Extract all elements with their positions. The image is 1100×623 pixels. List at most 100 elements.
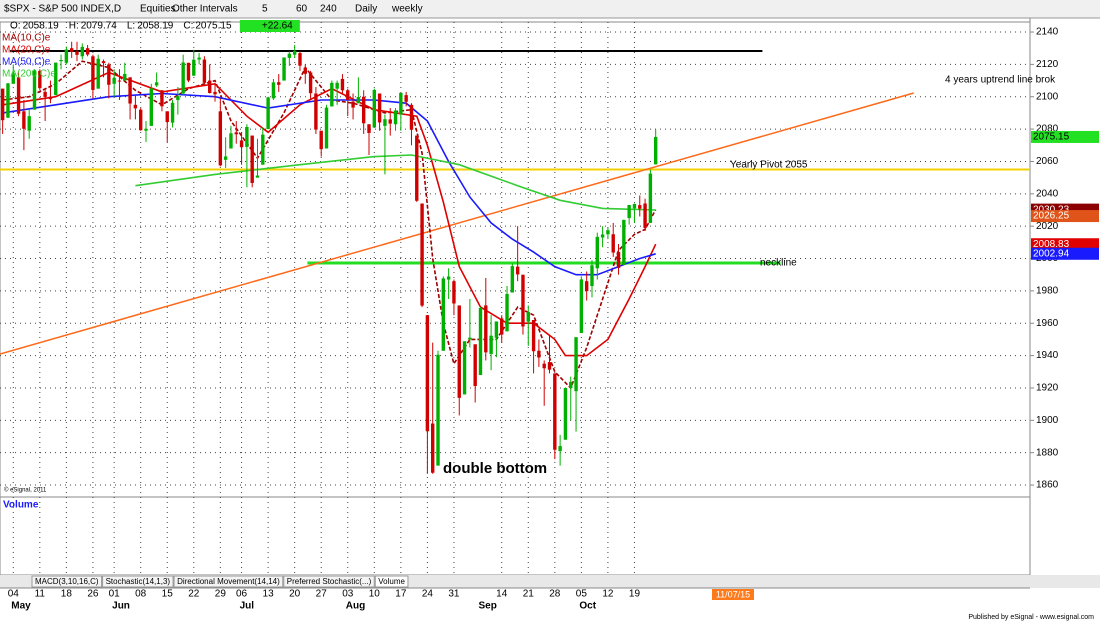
last-value-box [1031, 247, 1099, 260]
candle-body [393, 110, 398, 125]
candle-body [234, 132, 238, 135]
candle-body [80, 46, 84, 57]
tab[interactable]: Volume [378, 577, 405, 586]
quote-net-box [239, 20, 300, 32]
candle-body [255, 175, 260, 178]
y-tick-label: 2080 [1036, 124, 1059, 135]
copyright: © eSignal, 2011 [4, 487, 47, 494]
last-value-box [1031, 238, 1099, 251]
x-tick-label: 13 [263, 589, 275, 600]
toolbar-item[interactable]: Daily [355, 4, 377, 15]
candle-body [6, 83, 10, 118]
x-tick-label: 20 [289, 589, 301, 600]
x-tick-label: 18 [61, 589, 73, 600]
candle-body [91, 56, 95, 90]
x-tick-label: 27 [316, 589, 328, 600]
toolbar-item[interactable]: 5 [262, 4, 268, 15]
candle-body [388, 119, 392, 124]
candle-body [218, 111, 223, 166]
tab[interactable]: MACD(3,10,16,C) [35, 577, 99, 586]
candle-body [85, 48, 90, 55]
candle-body [526, 311, 530, 322]
candle-body [377, 93, 382, 123]
y-tick-label: 2020 [1036, 221, 1059, 232]
month-label: Oct [579, 601, 596, 612]
candle-body [107, 64, 111, 85]
toolbar-item[interactable]: weekly [391, 4, 423, 15]
quote-value: 2058.19 [23, 21, 60, 32]
candle-body [186, 62, 191, 81]
candle-body [542, 363, 546, 369]
candle-body [149, 88, 154, 126]
candle-body [558, 446, 562, 452]
candle-body [308, 72, 313, 94]
x-tick-label: 06 [236, 589, 248, 600]
date-marker: 11/07/15 [716, 589, 750, 599]
toolbar-item[interactable]: 60 [296, 4, 308, 15]
candle-body [584, 281, 589, 292]
quote-value: 2075.15 [195, 21, 232, 32]
quote-value: +22.64 [262, 21, 293, 32]
toolbar-item[interactable]: 240 [320, 4, 337, 15]
tab[interactable]: Preferred Stochastic(...) [287, 577, 372, 586]
candle-body [292, 50, 297, 55]
volume-title: Volume [3, 500, 39, 511]
candle-body [48, 96, 53, 100]
candle-body [494, 321, 499, 338]
candle-body [287, 53, 292, 58]
candle-body [138, 109, 143, 131]
candle-body [473, 344, 477, 387]
x-tick-label: 17 [395, 589, 407, 600]
last-value-box [1031, 130, 1099, 143]
toolbar-item[interactable]: Equities [140, 4, 176, 15]
candle-body [399, 92, 403, 115]
candle-body [239, 140, 244, 148]
candle-body [303, 67, 307, 74]
toolbar-item[interactable]: Other Intervals [172, 4, 238, 15]
tab-box [31, 575, 103, 588]
x-tick-label: 14 [496, 589, 508, 600]
candle-body [431, 423, 435, 473]
candle-body [457, 305, 461, 398]
chart-title: $SPX - S&P 500 INDEX,D [4, 4, 121, 15]
annotation: 4 years uptrend line brok [945, 75, 1056, 86]
candle-body [59, 60, 63, 62]
candle-body [643, 203, 647, 228]
x-tick-label: 22 [188, 589, 200, 600]
annotation: double bottom [443, 460, 547, 477]
x-tick-label: 28 [549, 589, 561, 600]
y-tick-label: 2120 [1036, 59, 1059, 70]
candle-body [648, 173, 653, 223]
month-label: Jun [112, 601, 130, 612]
candle-body [335, 82, 339, 89]
quote-value: 2058.19 [137, 21, 174, 32]
y-tick-label: 1960 [1036, 318, 1059, 329]
plot-area [0, 22, 1030, 497]
candle-body [154, 82, 159, 86]
x-tick-label: 21 [523, 589, 535, 600]
candle-body [54, 62, 58, 96]
footer: Published by eSignal - www.esignal.com [968, 614, 1094, 621]
candle-body [229, 133, 233, 149]
date-marker-box [712, 589, 754, 600]
tab[interactable]: Directional Movement(14,14) [177, 577, 280, 586]
tab[interactable]: Stochastic(14,1,3) [106, 577, 171, 586]
candle-body [441, 278, 446, 351]
candle-body [245, 126, 249, 147]
last-value-label: 2002.94 [1033, 248, 1070, 259]
candle-body [468, 337, 472, 340]
y-tick-label: 1980 [1036, 286, 1059, 297]
annotation: Yearly Pivot 2055 [730, 160, 808, 171]
candle-body [38, 70, 42, 89]
legend-entry: MA(50,C)e [2, 57, 51, 68]
y-tick-label: 2140 [1036, 27, 1059, 38]
candle-body [117, 80, 122, 82]
y-tick-label: 1860 [1036, 480, 1059, 491]
tab-box [374, 575, 409, 588]
candle-body [160, 90, 164, 107]
candle-body [510, 266, 515, 293]
candle-body [569, 381, 573, 388]
candle-body [415, 135, 419, 201]
legend-entry: MA(200,C)e [2, 69, 56, 80]
